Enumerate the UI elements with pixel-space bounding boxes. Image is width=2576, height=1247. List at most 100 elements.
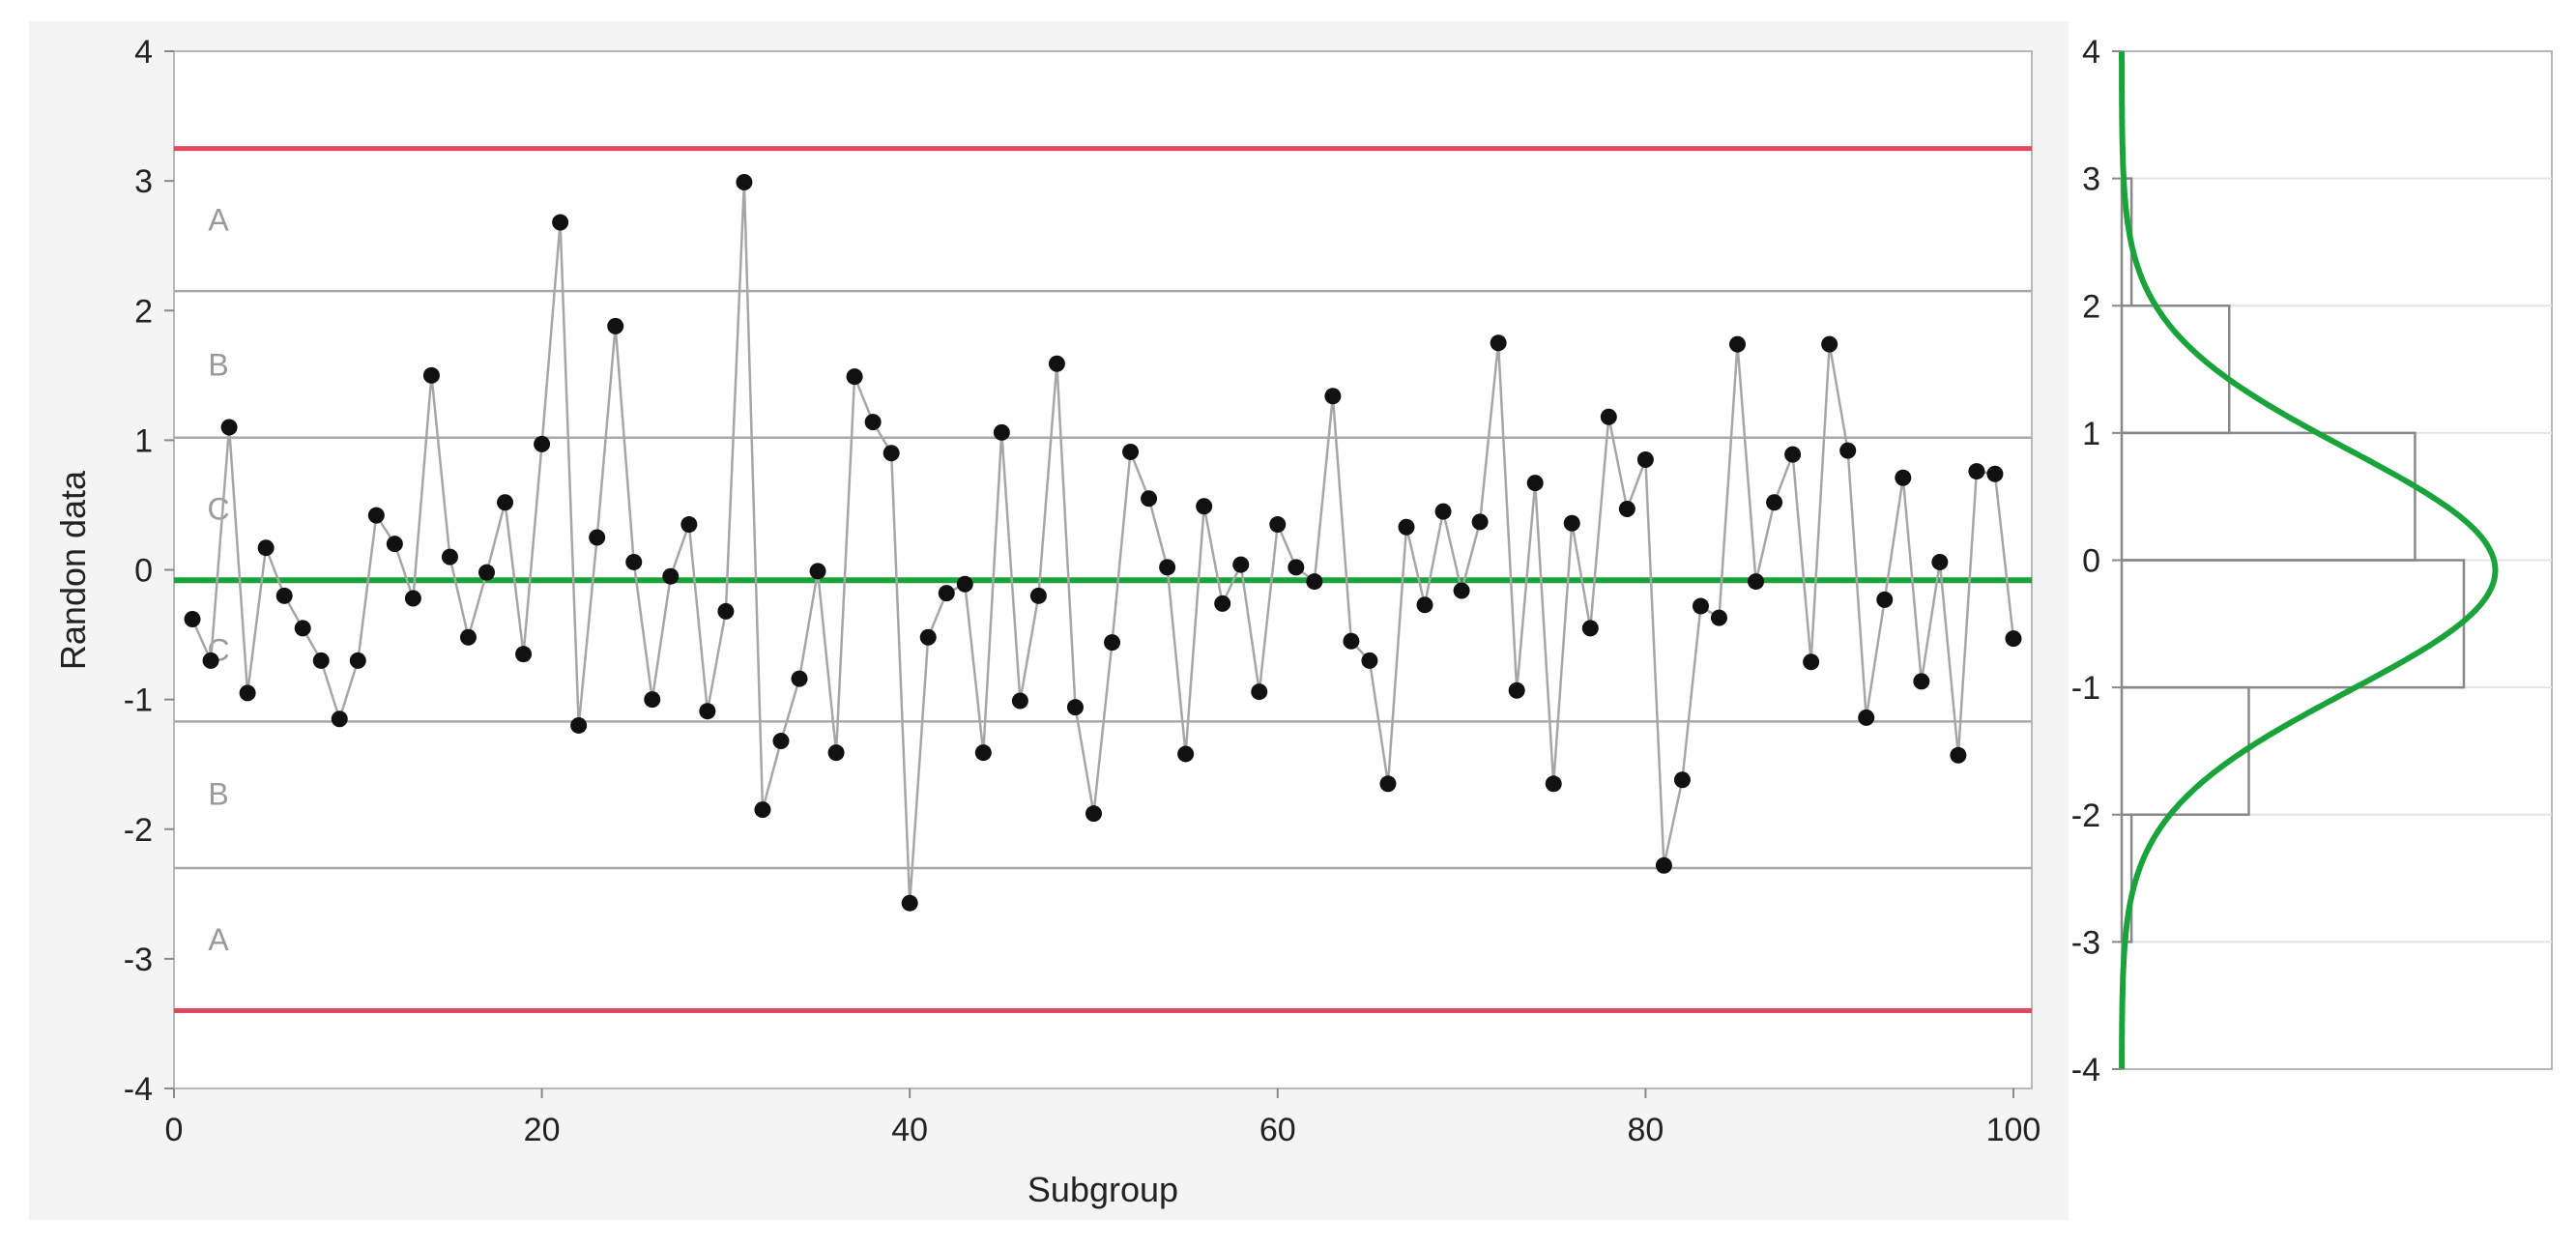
density-curve [2119,51,2499,1069]
data-point [754,801,771,819]
data-point [1508,682,1525,699]
data-point [772,733,790,750]
data-point [202,652,219,669]
zone-label: C [207,491,229,526]
data-point [1748,573,1765,591]
histogram-axes: 4 3 2 1 0 -1 -2 -3 -4 [2071,34,2122,1088]
data-point [534,435,551,452]
data-point [1766,494,1783,511]
data-point [1655,856,1672,874]
x-tick-label: 80 [1627,1112,1664,1148]
data-point [1839,442,1857,459]
x-tick-label: 20 [524,1112,561,1148]
data-point [1177,745,1195,763]
data-series [184,173,2022,912]
data-point [1141,490,1158,508]
data-point [1361,652,1378,669]
histogram [2119,51,2552,1069]
data-point [422,366,440,384]
hist-y-tick-label: 3 [2082,161,2100,198]
x-tick-label: 0 [165,1112,184,1148]
data-point [1618,500,1635,517]
data-point [809,563,826,580]
data-point [1913,673,1930,690]
data-point [570,716,588,734]
data-point [589,529,606,546]
data-point [331,710,348,728]
data-point [607,317,624,334]
data-point [846,368,863,386]
data-point [2005,630,2022,648]
zone-label: B [208,777,228,812]
hist-y-tick-label: 4 [2082,34,2100,71]
data-point [1545,775,1562,793]
data-point [1029,587,1047,604]
main-axes: 4 3 2 1 0 -1 -2 -3 -4 0 20 40 60 80 100 [124,34,2041,1148]
data-point [1104,634,1121,652]
data-point [1876,591,1894,608]
x-tick-label: 40 [891,1112,928,1148]
data-point [1251,683,1268,701]
data-point [1986,465,2004,482]
data-point [1968,463,1985,480]
zone-label: A [208,202,229,237]
hist-y-tick-label: -3 [2071,924,2100,961]
data-point [883,445,900,462]
data-point [1931,553,1949,570]
data-point [1950,746,1967,764]
y-tick-label: 2 [134,293,153,330]
data-point [1673,771,1691,789]
data-point [1306,573,1323,591]
data-point [1490,334,1507,352]
data-point [1471,513,1489,531]
data-point [1526,475,1544,492]
data-point [1232,556,1250,573]
data-point [736,173,753,190]
data-point [901,894,918,912]
y-tick-label: -4 [124,1071,153,1108]
data-point [497,494,514,511]
data-point [993,423,1010,441]
data-point [1398,518,1415,536]
data-point [220,419,238,436]
data-point [441,548,458,566]
data-point [1122,443,1140,460]
hist-y-tick-label: 0 [2082,543,2100,580]
data-point [1269,516,1287,534]
data-point [827,744,845,762]
data-point [349,652,366,669]
data-point [294,620,311,637]
data-point [1563,514,1580,532]
y-tick-label: 0 [134,553,153,590]
data-point [1729,335,1747,353]
y-tick-label: 4 [134,34,153,71]
x-axis-title: Subgroup [1028,1170,1178,1209]
hist-y-tick-label: -4 [2071,1052,2100,1088]
data-point [1196,498,1213,515]
data-point [239,684,256,702]
data-point [1784,446,1802,463]
zone-label: B [208,348,228,383]
y-tick-label: -2 [124,812,153,849]
y-tick-label: 1 [134,422,153,459]
data-point [956,575,973,593]
data-point [1600,408,1617,425]
histogram-bar [2120,431,2417,562]
data-point [1011,692,1028,710]
data-point [1159,559,1176,576]
data-point [938,585,955,602]
data-line [190,182,2015,904]
data-point [1821,335,1838,353]
hist-y-tick-label: -1 [2071,670,2100,707]
zone-lines [174,289,2032,870]
data-point [1048,355,1065,372]
data-point [644,691,661,709]
data-point [1858,709,1875,726]
y-tick-label: 3 [134,163,153,200]
data-point [459,628,477,646]
data-point [791,670,808,687]
data-point [1581,620,1599,637]
data-point [1453,582,1470,599]
data-point [864,414,882,431]
data-point [1416,596,1433,614]
